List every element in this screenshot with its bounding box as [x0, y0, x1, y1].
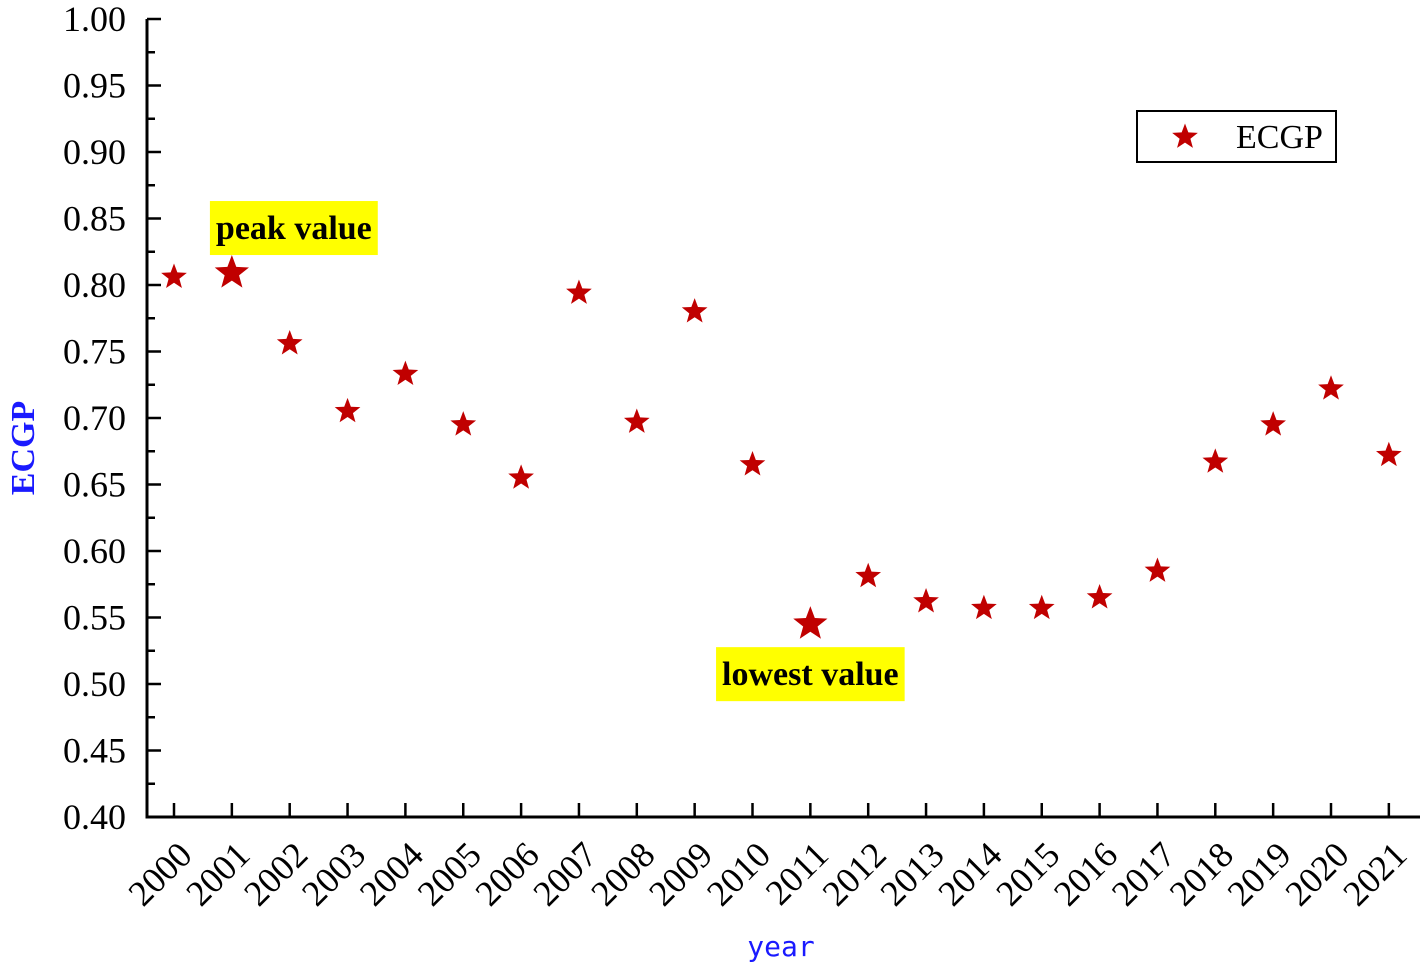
data-point-star	[1260, 411, 1286, 436]
x-tick-label: 2001	[178, 834, 257, 913]
x-tick-label: 2008	[583, 834, 662, 913]
x-tick-label: 2016	[1046, 834, 1125, 913]
x-tick-label: 2012	[815, 834, 894, 913]
y-tick-label: 0.50	[63, 664, 126, 704]
data-point-star	[1202, 448, 1229, 473]
data-points	[161, 255, 1402, 639]
annotation: lowest value	[716, 647, 905, 702]
annotation-highlight	[716, 647, 905, 702]
y-tick-label: 0.65	[63, 465, 126, 505]
data-point-star	[161, 263, 187, 288]
data-point-star	[971, 594, 997, 620]
y-tick-label: 0.55	[63, 598, 126, 638]
data-point-star	[214, 255, 249, 288]
data-point-star	[450, 411, 477, 436]
data-point-star	[681, 298, 708, 323]
y-tick-label: 0.80	[63, 265, 126, 305]
y-tick-label: 0.75	[63, 332, 126, 372]
legend-label: ECGP	[1236, 119, 1323, 156]
x-tick-label: 2000	[120, 834, 199, 913]
y-tick-label: 0.90	[63, 132, 126, 172]
data-point-star	[334, 397, 361, 423]
annotations: peak value lowest value	[209, 201, 905, 702]
x-tick-label: 2003	[294, 834, 373, 913]
x-tick-label: 2015	[988, 834, 1067, 913]
x-tick-label: 2018	[1162, 834, 1241, 913]
y-tick-label: 0.70	[63, 398, 126, 438]
x-tick-label: 2004	[352, 834, 431, 913]
data-point-star	[623, 408, 650, 433]
x-tick-label: 2021	[1335, 834, 1414, 913]
x-tick-label: 2009	[641, 834, 720, 913]
data-point-star	[508, 464, 534, 489]
y-axis-label: ECGP	[5, 401, 42, 495]
y-tick-label: 0.60	[63, 531, 126, 571]
data-point-star	[1086, 584, 1113, 609]
x-tick-label: 2017	[1104, 834, 1183, 913]
y-tick-label: 0.45	[63, 731, 126, 771]
x-tick-label: 2005	[410, 834, 489, 913]
data-point-star	[913, 588, 939, 613]
x-tick-label: 2014	[930, 834, 1009, 913]
legend-box	[1136, 110, 1337, 163]
legend: ECGP	[1136, 110, 1337, 163]
annotation-highlight	[209, 201, 378, 256]
x-axis-ticks: 2000200120022003200420052006200720082009…	[120, 803, 1415, 914]
x-tick-label: 2006	[468, 834, 547, 913]
data-point-star	[1376, 441, 1402, 467]
data-point-star	[855, 562, 882, 588]
data-point-star	[566, 279, 592, 304]
x-tick-label: 2020	[1277, 834, 1356, 913]
annotation: peak value	[209, 201, 378, 256]
x-tick-label: 2002	[236, 834, 315, 913]
annotation-label: peak value	[216, 210, 372, 247]
y-tick-label: 0.40	[63, 797, 126, 837]
x-tick-label: 2011	[758, 834, 836, 912]
y-axis-ticks: 0.40 0.45 0.50 0.55 0.60 0.65 0.70 0.75 0.80 0.85…	[63, 0, 161, 837]
data-point-star	[392, 360, 419, 386]
legend-marker-star	[1172, 123, 1198, 148]
x-tick-label: 2007	[525, 834, 604, 913]
y-tick-label: 0.85	[63, 199, 126, 239]
x-tick-label: 2013	[873, 834, 952, 913]
x-tick-label: 2010	[699, 834, 778, 913]
data-point-star	[276, 330, 303, 355]
data-point-star	[793, 606, 828, 639]
x-tick-label: 2019	[1220, 834, 1299, 913]
y-tick-label: 0.95	[63, 66, 126, 106]
annotation-label: lowest value	[722, 656, 899, 693]
x-axis-label: year	[747, 930, 814, 963]
data-point-star	[1028, 594, 1055, 620]
data-point-star	[1144, 557, 1171, 582]
data-point-star	[1318, 375, 1344, 400]
data-point-star	[739, 451, 766, 476]
y-tick-label: 1.00	[63, 0, 126, 39]
